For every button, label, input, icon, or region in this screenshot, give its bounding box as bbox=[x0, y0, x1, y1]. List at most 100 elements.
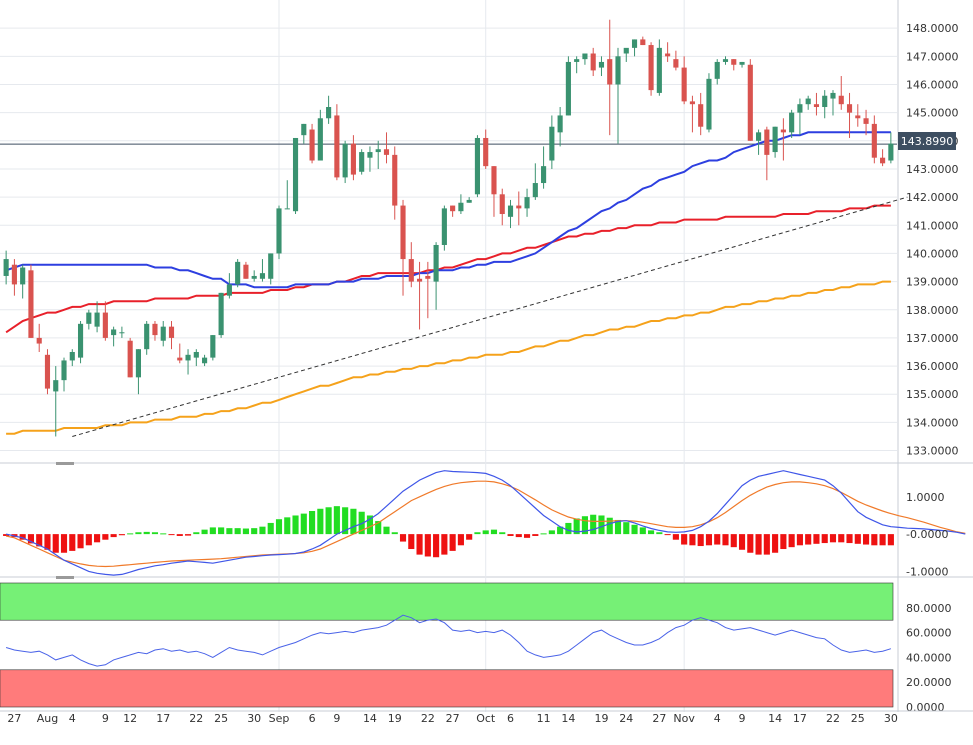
candle-down bbox=[400, 205, 406, 260]
macd-histogram-bar-negative bbox=[780, 534, 787, 550]
macd-histogram-bar-positive bbox=[606, 517, 613, 535]
candle-up bbox=[342, 143, 348, 178]
rsi-overbought-zone bbox=[0, 582, 894, 621]
rsi-tick-label: 60.0000 bbox=[906, 627, 952, 640]
candle-up bbox=[317, 118, 323, 161]
candle-up bbox=[772, 126, 778, 153]
macd-histogram-bar-positive bbox=[242, 528, 249, 535]
candle-down bbox=[491, 166, 497, 195]
candle-up bbox=[218, 292, 224, 336]
candle-down bbox=[177, 357, 183, 361]
macd-histogram-bar-negative bbox=[168, 534, 175, 536]
candle-down bbox=[383, 149, 390, 155]
candle-down bbox=[648, 45, 654, 91]
y-tick-label: 137.0000 bbox=[906, 332, 959, 345]
candle-up bbox=[789, 112, 795, 133]
candle-up bbox=[119, 332, 125, 334]
macd-histogram-bar-negative bbox=[788, 534, 795, 548]
macd-histogram-bar-positive bbox=[383, 526, 390, 535]
candle-up bbox=[507, 205, 514, 217]
candle-up bbox=[598, 61, 605, 68]
y-tick-label: 139.0000 bbox=[906, 276, 959, 289]
candle-down bbox=[681, 67, 687, 102]
x-tick-label: 19 bbox=[594, 712, 608, 725]
candle-down bbox=[838, 95, 844, 105]
macd-histogram-bar-positive bbox=[143, 531, 150, 535]
x-tick-label: Sep bbox=[269, 712, 290, 725]
macd-histogram-bar-negative bbox=[523, 534, 531, 538]
candle-down bbox=[516, 205, 522, 209]
price-panel[interactable] bbox=[3, 19, 908, 437]
macd-histogram-bar-negative bbox=[862, 534, 870, 545]
macd-histogram-bar-negative bbox=[515, 534, 522, 538]
macd-histogram-bar-positive bbox=[391, 532, 398, 535]
macd-histogram-bar-positive bbox=[490, 529, 498, 535]
y-tick-label: 134.0000 bbox=[906, 416, 959, 429]
x-tick-label: 9 bbox=[102, 712, 109, 725]
macd-histogram-bar-positive bbox=[557, 526, 564, 535]
macd-histogram-bar-positive bbox=[623, 522, 630, 535]
candle-up bbox=[739, 61, 745, 65]
x-tick-label: 6 bbox=[309, 712, 316, 725]
candle-up bbox=[259, 273, 266, 279]
x-tick-label: 19 bbox=[388, 712, 402, 725]
macd-histogram-bar-positive bbox=[358, 511, 365, 535]
candle-up bbox=[53, 380, 59, 392]
macd-histogram-bar-positive bbox=[540, 533, 547, 535]
candle-down bbox=[392, 154, 398, 206]
candle-up bbox=[359, 152, 365, 172]
macd-histogram-bar-positive bbox=[350, 508, 357, 535]
candle-up bbox=[631, 39, 638, 48]
candle-up bbox=[557, 115, 563, 133]
macd-histogram-bar-positive bbox=[209, 527, 216, 535]
x-tick-label: 22 bbox=[189, 712, 203, 725]
price-tag-label: 143.8990 bbox=[901, 135, 954, 148]
macd-line bbox=[5, 470, 966, 576]
macd-histogram-bar-negative bbox=[399, 534, 407, 542]
y-tick-label: 141.0000 bbox=[906, 219, 959, 232]
candle-up bbox=[268, 253, 274, 279]
candle-up bbox=[474, 137, 481, 195]
x-tick-label: 27 bbox=[7, 712, 21, 725]
macd-histogram-bar-negative bbox=[846, 534, 853, 544]
candle-up bbox=[756, 132, 762, 141]
x-tick-label: Oct bbox=[476, 712, 496, 725]
candle-up bbox=[565, 61, 571, 116]
macd-tick-label: -1.0000 bbox=[906, 565, 948, 578]
ui-layer[interactable]: 143.8990 bbox=[56, 132, 956, 579]
macd-histogram-bar-negative bbox=[176, 534, 183, 536]
candle-down bbox=[640, 39, 646, 46]
x-tick-label: 14 bbox=[768, 712, 782, 725]
resize-handle-rsi[interactable] bbox=[56, 576, 74, 579]
macd-histogram-bar-positive bbox=[581, 516, 588, 535]
candle-down bbox=[673, 59, 679, 68]
macd-histogram-bar-positive bbox=[565, 522, 572, 535]
candle-up bbox=[135, 349, 141, 378]
rsi-panel[interactable] bbox=[0, 582, 894, 708]
resize-handle-macd[interactable] bbox=[56, 462, 74, 465]
grid-layer bbox=[0, 0, 973, 712]
macd-histogram-bar-positive bbox=[193, 532, 200, 535]
macd-histogram-bar-positive bbox=[573, 518, 580, 535]
candle-down bbox=[350, 143, 356, 175]
x-tick-label: 17 bbox=[793, 712, 807, 725]
rsi-oversold-zone bbox=[0, 669, 894, 708]
candle-up bbox=[77, 323, 84, 358]
rsi-line bbox=[5, 614, 892, 667]
x-tick-label: 22 bbox=[421, 712, 435, 725]
candle-up bbox=[615, 56, 621, 85]
macd-histogram-bar-positive bbox=[275, 519, 283, 535]
rsi-tick-label: 20.0000 bbox=[906, 676, 952, 689]
candle-up bbox=[574, 59, 580, 62]
macd-panel[interactable] bbox=[3, 470, 966, 576]
macd-histogram-bar-negative bbox=[433, 534, 440, 558]
candle-up bbox=[61, 360, 67, 381]
macd-histogram-bar-negative bbox=[184, 534, 192, 536]
candle-up bbox=[441, 208, 447, 245]
macd-histogram-bar-positive bbox=[127, 533, 134, 535]
sma-50-line bbox=[5, 131, 891, 289]
x-tick-label: 4 bbox=[714, 712, 721, 725]
candle-up bbox=[86, 312, 92, 324]
candle-down bbox=[483, 137, 489, 167]
